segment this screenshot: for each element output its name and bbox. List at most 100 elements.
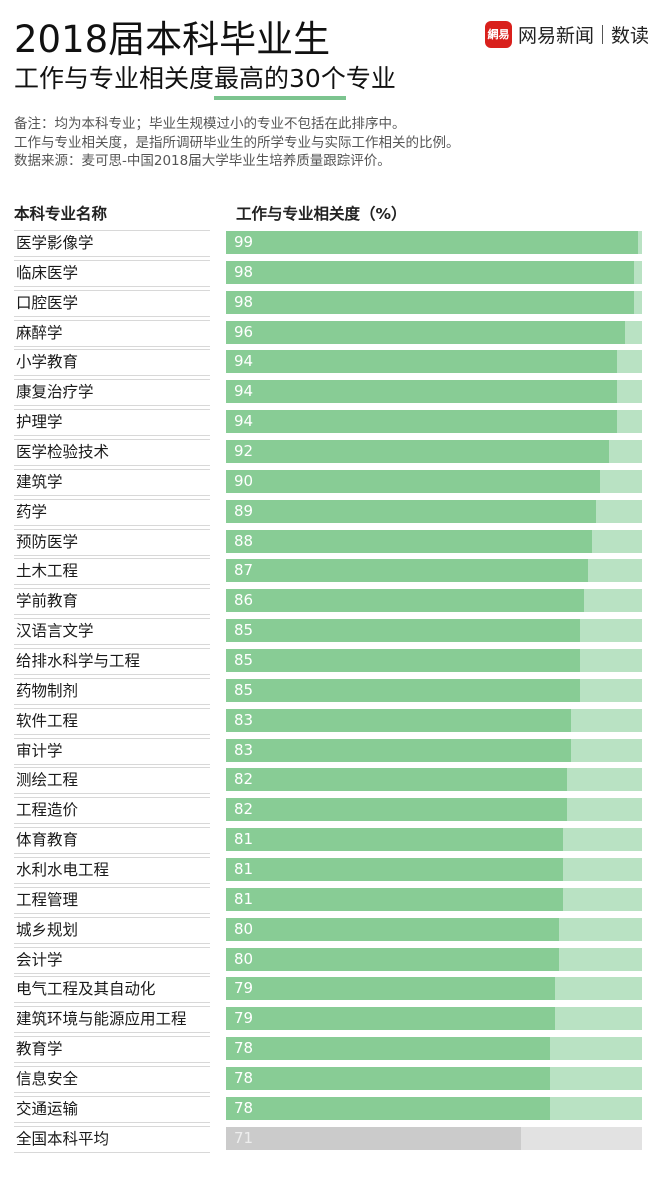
major-name: 医学影像学 [14, 230, 210, 257]
table-row: 建筑环境与能源应用工程 79 [0, 1006, 660, 1036]
netease-logo-icon: 網易 [485, 21, 512, 48]
bar-value: 81 [234, 889, 254, 908]
major-name: 工程造价 [14, 797, 210, 825]
bar-value: 90 [234, 471, 254, 490]
table-row: 给排水科学与工程 85 [0, 648, 660, 678]
major-name: 小学教育 [14, 349, 210, 377]
major-name: 土木工程 [14, 558, 210, 586]
brand-column-name: 数读 [611, 25, 650, 47]
bar-fill [226, 380, 618, 404]
bar-value: 81 [234, 860, 254, 879]
table-row: 药物制剂 85 [0, 677, 660, 708]
bar-value: 79 [234, 1009, 254, 1028]
table-row: 电气工程及其自动化 79 [0, 976, 660, 1006]
brand-divider [602, 25, 604, 44]
table-row: 会计学 80 [0, 946, 660, 977]
major-name: 临床医学 [14, 259, 210, 287]
bar-track: 89 [226, 499, 642, 523]
major-name: 康复治疗学 [14, 379, 210, 407]
bar-value: 94 [234, 412, 254, 431]
table-row: 医学影像学 99 [0, 230, 660, 260]
bar-fill [226, 589, 584, 613]
table-row: 预防医学 88 [0, 528, 660, 559]
major-name: 工程管理 [14, 886, 210, 914]
bar-track: 82 [226, 768, 642, 792]
major-name: 药物制剂 [14, 677, 210, 705]
major-name: 城乡规划 [14, 916, 210, 944]
major-name: 教育学 [14, 1036, 210, 1064]
bar-value: 83 [234, 740, 254, 759]
bar-value: 80 [234, 949, 254, 968]
major-name: 护理学 [14, 409, 210, 437]
bar-fill [226, 290, 634, 314]
column-header-relevance: 工作与专业相关度（%） [236, 205, 407, 223]
brand-name: 网易新闻 [518, 25, 595, 47]
bar-track: 88 [226, 529, 642, 553]
bar-value: 88 [234, 531, 254, 550]
bar-fill [226, 619, 580, 643]
bar-fill [226, 1126, 522, 1150]
major-name: 电气工程及其自动化 [14, 976, 210, 1004]
bar-value: 80 [234, 919, 254, 938]
table-row: 学前教育 86 [0, 588, 660, 618]
table-row: 口腔医学 98 [0, 289, 660, 320]
bar-value: 86 [234, 591, 254, 610]
bar-value: 99 [234, 233, 254, 251]
bar-value: 82 [234, 770, 254, 789]
bar-track: 81 [226, 828, 642, 852]
bar-fill [226, 738, 572, 762]
bar-value: 78 [234, 1098, 254, 1117]
bar-fill [226, 1067, 551, 1091]
bar-fill [226, 828, 563, 852]
major-name: 水利水电工程 [14, 857, 210, 885]
table-row: 城乡规划 80 [0, 916, 660, 947]
note-line: 备注：均为本科专业；毕业生规模过小的专业不包括在此排序中。 [14, 116, 406, 132]
bar-value: 85 [234, 651, 254, 670]
bar-fill [226, 887, 563, 911]
column-header-major: 本科专业名称 [14, 205, 108, 223]
bar-track: 94 [226, 350, 642, 374]
table-row: 医学检验技术 92 [0, 439, 660, 469]
major-name: 信息安全 [14, 1066, 210, 1094]
bar-track: 99 [226, 231, 642, 254]
bar-value: 78 [234, 1069, 254, 1088]
bar-track: 78 [226, 1096, 642, 1120]
major-name: 全国本科平均 [14, 1125, 210, 1153]
bar-fill [226, 231, 638, 254]
table-row: 护理学 94 [0, 409, 660, 439]
major-name: 测绘工程 [14, 767, 210, 795]
major-name: 给排水科学与工程 [14, 648, 210, 676]
bar-value: 83 [234, 710, 254, 729]
bar-fill [226, 649, 580, 673]
bar-fill [226, 559, 588, 583]
major-name: 交通运输 [14, 1095, 210, 1123]
bar-track: 98 [226, 260, 642, 284]
bar-track: 85 [226, 619, 642, 643]
subtitle-post: 专业 [345, 64, 396, 93]
table-row: 建筑学 90 [0, 468, 660, 499]
bar-value: 92 [234, 442, 254, 461]
bar-fill [226, 499, 597, 523]
bar-track: 83 [226, 708, 642, 732]
bar-track: 80 [226, 947, 642, 971]
bar-track: 78 [226, 1067, 642, 1091]
bar-track: 94 [226, 410, 642, 434]
chart-subtitle: 工作与专业相关度最高的30个专业 [14, 62, 396, 100]
average-row: 全国本科平均 71 [0, 1125, 660, 1156]
table-row: 土木工程 87 [0, 558, 660, 588]
table-row: 麻醉学 96 [0, 319, 660, 350]
major-name: 汉语言文学 [14, 618, 210, 646]
table-row: 药学 89 [0, 498, 660, 529]
table-row: 教育学 78 [0, 1036, 660, 1066]
bar-track: 71 [226, 1126, 642, 1150]
bar-fill [226, 260, 634, 284]
bar-value: 87 [234, 561, 254, 580]
bar-fill [226, 529, 593, 553]
bar-track: 92 [226, 440, 642, 464]
bar-value: 94 [234, 382, 254, 401]
major-name: 医学检验技术 [14, 439, 210, 467]
bar-fill [226, 350, 618, 374]
major-name: 审计学 [14, 737, 210, 765]
bar-track: 78 [226, 1037, 642, 1061]
major-name: 建筑学 [14, 468, 210, 496]
